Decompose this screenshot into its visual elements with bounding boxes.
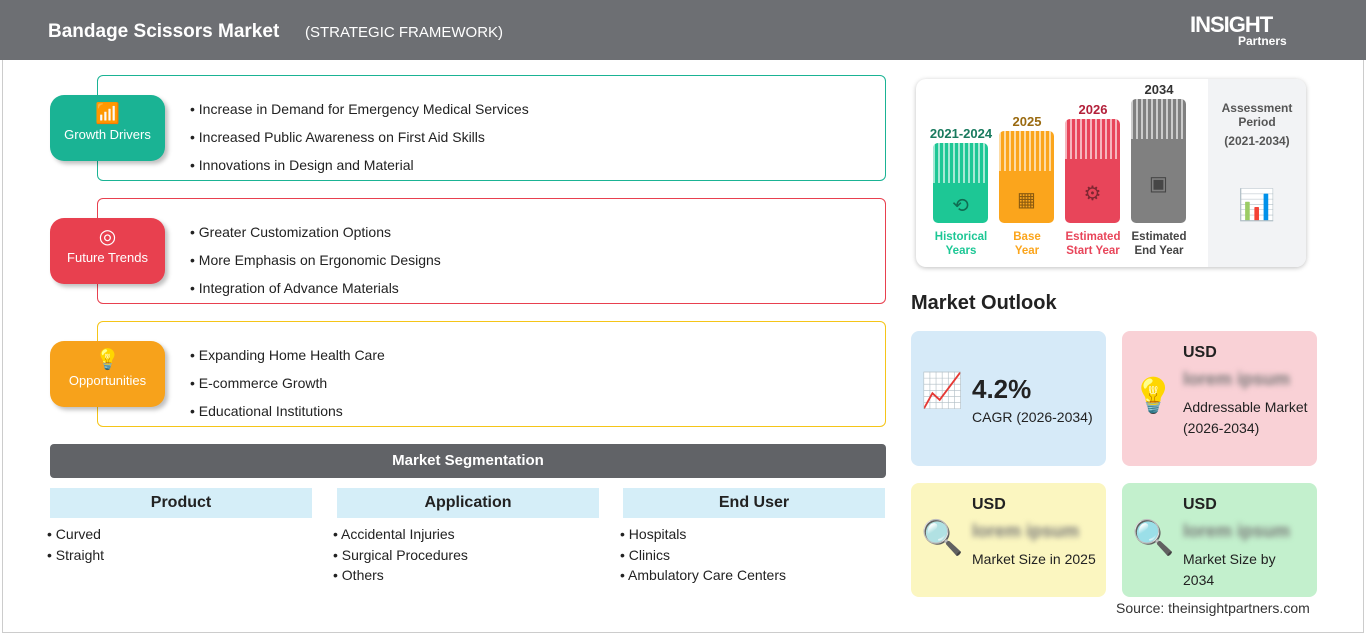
addressable-market-card: 💡 USD lorem ipsum Addressable Market (20… [1122, 331, 1317, 466]
list-item: More Emphasis on Ergonomic Designs [190, 246, 441, 274]
timeline-icon: ▣ [1149, 173, 1168, 195]
timeline-year: 2021-2024 [929, 126, 993, 141]
timeline-bar: ▦ [999, 131, 1054, 223]
magnifier-chart-icon: 🔍 [921, 519, 964, 557]
application-list: Accidental InjuriesSurgical ProceduresOt… [333, 524, 468, 586]
opportunities-box: Expanding Home Health CareE-commerce Gro… [97, 321, 886, 427]
list-item: Expanding Home Health Care [190, 341, 385, 369]
growth-chart-icon: 📈 [921, 372, 964, 410]
timeline-label: Base Year [1013, 231, 1041, 257]
cagr-card: 📈 4.2% CAGR (2026-2034) [911, 331, 1106, 466]
timeline-label: Estimated End Year [1131, 231, 1187, 257]
segmentation-title: Market Segmentation [50, 444, 886, 478]
cagr-value: 4.2% [972, 374, 1032, 404]
magnifier-chart-icon: 🔍 [1132, 519, 1175, 557]
list-item: Increased Public Awareness on First Aid … [190, 123, 529, 151]
list-item: Educational Institutions [190, 397, 385, 425]
bar-chart-icon: 📶 [95, 103, 120, 125]
timeline-year: 2034 [1144, 82, 1174, 97]
analytics-illustration-icon: 📊 [1238, 189, 1276, 222]
assessment-range: (2021-2034) [1224, 134, 1290, 148]
list-item: Clinics [620, 545, 786, 566]
timeline-bar: ⚙ [1065, 119, 1120, 223]
currency: USD [1183, 496, 1217, 513]
opportunities-badge: 💡 Opportunities [50, 341, 165, 407]
cagr-label: CAGR (2026-2034) [972, 409, 1093, 425]
insight-partners-logo: INSIGHT Partners [1190, 12, 1287, 48]
end-user-list: HospitalsClinicsAmbulatory Care Centers [620, 524, 786, 586]
list-item: Others [333, 565, 468, 586]
market-size-2034-card: 🔍 USD lorem ipsum Market Size by 2034 [1122, 483, 1317, 597]
badge-label: Growth Drivers [64, 127, 151, 142]
segment-header-product: Product [50, 488, 312, 518]
growth-drivers-badge: 📶 Growth Drivers [50, 95, 165, 161]
content-frame [2, 60, 1364, 633]
assessment-label: Period [1238, 115, 1276, 129]
dollar-bulb-icon: 💡 [1132, 377, 1175, 415]
future-trends-badge: ◎ Future Trends [50, 218, 165, 284]
market-outlook-title: Market Outlook [911, 292, 1057, 314]
assessment-label: Assessment [1221, 101, 1293, 115]
timeline-label: Historical Years [934, 231, 988, 257]
list-item: Greater Customization Options [190, 218, 441, 246]
currency: USD [1183, 344, 1217, 361]
timeline-icon: ▦ [1017, 189, 1036, 211]
list-item: Accidental Injuries [333, 524, 468, 545]
market-size-2025-card: 🔍 USD lorem ipsum Market Size in 2025 [911, 483, 1106, 597]
growth-drivers-box: Increase in Demand for Emergency Medical… [97, 75, 886, 181]
timeline-year: 2026 [1078, 102, 1108, 117]
list-item: E-commerce Growth [190, 369, 385, 397]
card-desc: Addressable Market (2026-2034) [1183, 399, 1308, 436]
assessment-period: Assessment Period (2021-2034) 📊 [1208, 79, 1306, 267]
product-list: CurvedStraight [47, 524, 104, 565]
timeline-icon: ⟲ [952, 195, 969, 217]
timeline-card: ⟲ 2021-2024 Historical Years ▦ 2025 Base Year ⚙ 2… [916, 79, 1306, 267]
timeline-bar: ▣ [1131, 99, 1186, 223]
lightbulb-hand-icon: 💡 [95, 349, 120, 371]
blurred-value: lorem ipsum [1183, 521, 1291, 541]
target-icon: ◎ [98, 226, 117, 248]
segment-header-end-user: End User [623, 488, 885, 518]
list-item: Curved [47, 524, 104, 545]
timeline-icon: ⚙ [1083, 183, 1102, 205]
badge-label: Future Trends [67, 250, 148, 265]
page-title: Bandage Scissors Market [48, 21, 280, 42]
currency: USD [972, 496, 1006, 513]
future-trends-box: Greater Customization OptionsMore Emphas… [97, 198, 886, 304]
timeline-bar: ⟲ [933, 143, 988, 223]
timeline-year: 2025 [1012, 114, 1042, 129]
card-desc: Market Size by 2034 [1183, 551, 1276, 588]
segment-header-application: Application [337, 488, 599, 518]
list-item: Hospitals [620, 524, 786, 545]
blurred-value: lorem ipsum [972, 521, 1080, 541]
list-item: Integration of Advance Materials [190, 274, 441, 302]
card-desc: Market Size in 2025 [972, 551, 1096, 567]
list-item: Ambulatory Care Centers [620, 565, 786, 586]
blurred-value: lorem ipsum [1183, 369, 1291, 389]
header: Bandage Scissors Market (STRATEGIC FRAME… [0, 0, 1366, 60]
timeline-label: Estimated Start Year [1065, 231, 1121, 257]
list-item: Surgical Procedures [333, 545, 468, 566]
list-item: Straight [47, 545, 104, 566]
source-text: Source: theinsightpartners.com [1116, 600, 1310, 616]
list-item: Innovations in Design and Material [190, 151, 529, 179]
badge-label: Opportunities [68, 373, 147, 388]
list-item: Increase in Demand for Emergency Medical… [190, 95, 529, 123]
page-subtitle: (STRATEGIC FRAMEWORK) [305, 24, 504, 41]
